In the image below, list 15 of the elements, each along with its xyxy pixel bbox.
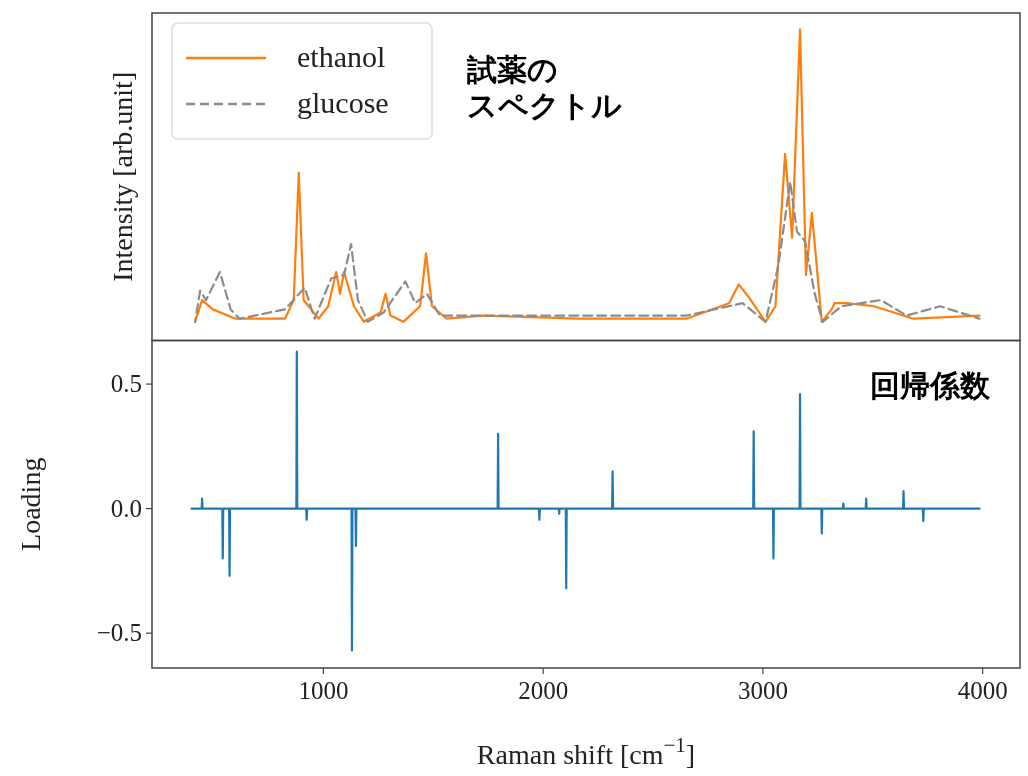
annotation: スペクトル (467, 89, 622, 122)
annotation: 回帰係数 (870, 368, 991, 402)
y-tick-label: 0.5 (110, 370, 142, 398)
y-axis-title: Loading (15, 457, 46, 551)
x-tick-label: 2000 (518, 677, 569, 704)
x-axis-title: Raman shift [cm$^{−1}$] (476, 733, 696, 770)
y-tick-label: −0.5 (96, 619, 142, 647)
x-tick-label: 4000 (957, 677, 1008, 704)
x-tick-label: 1000 (298, 677, 349, 704)
annotation: 試薬の (466, 53, 558, 86)
legend-label: glucose (297, 86, 389, 119)
legend-label: ethanol (297, 40, 386, 73)
y-tick-label: 0.0 (110, 494, 142, 522)
x-tick-label: 3000 (737, 677, 788, 704)
y-axis-title: Intensity [arb.unit] (107, 71, 138, 282)
